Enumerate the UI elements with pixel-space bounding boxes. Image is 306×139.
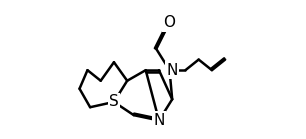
Text: O: O: [163, 15, 176, 30]
Text: S: S: [109, 94, 119, 109]
Text: N: N: [153, 113, 165, 128]
Text: N: N: [166, 63, 178, 78]
